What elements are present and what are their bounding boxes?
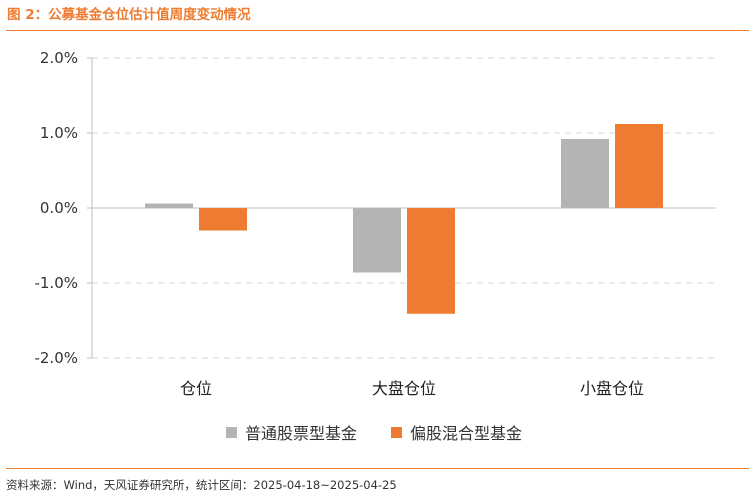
category-label: 小盘仓位 xyxy=(580,379,644,398)
source-note: 资料来源：Wind，天风证券研究所，统计区间：2025-04-18~2025-0… xyxy=(6,478,397,492)
bar-mixed-fund-1 xyxy=(407,208,455,314)
bar-stock-fund-2 xyxy=(561,139,609,208)
y-tick-label: 0.0% xyxy=(40,199,78,217)
y-tick-label: -1.0% xyxy=(34,274,78,292)
title-divider xyxy=(6,30,749,31)
bars xyxy=(145,124,663,314)
bar-mixed-fund-0 xyxy=(199,208,247,231)
bar-stock-fund-1 xyxy=(353,208,401,273)
legend: 普通股票型基金 偏股混合型基金 xyxy=(226,424,522,443)
category-label: 仓位 xyxy=(180,379,212,398)
figure-title: 图 2：公募基金仓位估计值周度变动情况 xyxy=(7,7,251,23)
category-labels: 仓位 大盘仓位 小盘仓位 xyxy=(180,379,644,398)
category-label: 大盘仓位 xyxy=(372,379,436,398)
legend-swatch xyxy=(391,427,402,438)
legend-label: 偏股混合型基金 xyxy=(410,424,522,443)
y-tick-label: -2.0% xyxy=(34,349,78,367)
legend-swatch xyxy=(226,427,237,438)
y-axis-ticks: 2.0% 1.0% 0.0% -1.0% -2.0% xyxy=(34,49,92,367)
bar-mixed-fund-2 xyxy=(615,124,663,208)
y-tick-label: 2.0% xyxy=(40,49,78,67)
bar-stock-fund-0 xyxy=(145,203,193,208)
legend-label: 普通股票型基金 xyxy=(245,424,357,443)
y-tick-label: 1.0% xyxy=(40,124,78,142)
footer-divider xyxy=(6,468,749,469)
gridlines xyxy=(92,57,716,359)
